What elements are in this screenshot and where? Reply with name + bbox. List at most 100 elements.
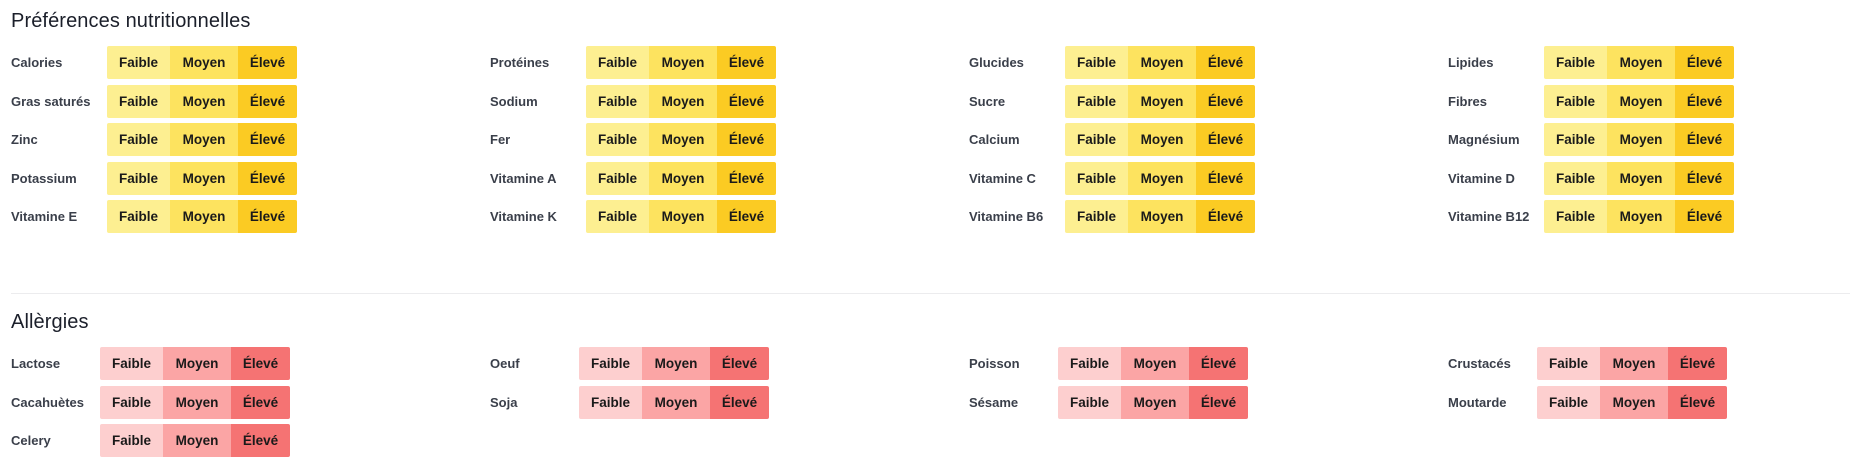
level-low-button[interactable]: Faible xyxy=(107,84,170,118)
level-high-button[interactable]: Élevé xyxy=(1196,200,1255,233)
level-high-button[interactable]: Élevé xyxy=(1196,123,1255,156)
level-low-button[interactable]: Faible xyxy=(100,347,163,380)
level-medium-button[interactable]: Moyen xyxy=(1128,161,1196,195)
level-medium-button[interactable]: Moyen xyxy=(1121,385,1189,419)
level-low-button[interactable]: Faible xyxy=(579,347,642,380)
level-low-button[interactable]: Faible xyxy=(586,123,649,156)
level-low-button[interactable]: Faible xyxy=(1065,84,1128,118)
level-medium-button[interactable]: Moyen xyxy=(170,200,238,233)
level-low-button[interactable]: Faible xyxy=(1544,123,1607,156)
level-medium-button[interactable]: Moyen xyxy=(170,161,238,195)
level-low-button[interactable]: Faible xyxy=(107,200,170,233)
level-medium-button[interactable]: Moyen xyxy=(163,424,231,457)
level-low-button[interactable]: Faible xyxy=(107,161,170,195)
allergen-item-cacahuetes: Cacahuètes Faible Moyen Élevé xyxy=(11,385,490,419)
level-medium-button[interactable]: Moyen xyxy=(642,385,710,419)
level-medium-button[interactable]: Moyen xyxy=(1600,347,1668,380)
level-medium-button[interactable]: Moyen xyxy=(1128,46,1196,79)
level-low-button[interactable]: Faible xyxy=(579,385,642,419)
level-medium-button[interactable]: Moyen xyxy=(1607,84,1675,118)
level-low-button[interactable]: Faible xyxy=(1065,161,1128,195)
level-medium-button[interactable]: Moyen xyxy=(170,84,238,118)
level-high-button[interactable]: Élevé xyxy=(1675,200,1734,233)
level-high-button[interactable]: Élevé xyxy=(1189,385,1248,419)
level-high-button[interactable]: Élevé xyxy=(717,200,776,233)
level-high-button[interactable]: Élevé xyxy=(1675,123,1734,156)
level-high-button[interactable]: Élevé xyxy=(717,46,776,79)
level-medium-button[interactable]: Moyen xyxy=(649,84,717,118)
level-medium-button[interactable]: Moyen xyxy=(163,385,231,419)
level-high-button[interactable]: Élevé xyxy=(238,46,297,79)
nutrient-item-sodium: Sodium Faible Moyen Élevé xyxy=(490,84,969,118)
level-low-button[interactable]: Faible xyxy=(1537,385,1600,419)
level-low-button[interactable]: Faible xyxy=(100,424,163,457)
level-low-button[interactable]: Faible xyxy=(107,123,170,156)
level-medium-button[interactable]: Moyen xyxy=(170,123,238,156)
level-low-button[interactable]: Faible xyxy=(1065,46,1128,79)
level-low-button[interactable]: Faible xyxy=(1544,161,1607,195)
level-medium-button[interactable]: Moyen xyxy=(1121,347,1189,380)
nutrient-item-glucides: Glucides Faible Moyen Élevé xyxy=(969,46,1448,79)
nutrient-item-vitamine-b12: Vitamine B12 Faible Moyen Élevé xyxy=(1448,200,1828,233)
level-high-button[interactable]: Élevé xyxy=(238,200,297,233)
level-high-button[interactable]: Élevé xyxy=(717,123,776,156)
level-medium-button[interactable]: Moyen xyxy=(1607,161,1675,195)
level-low-button[interactable]: Faible xyxy=(1065,123,1128,156)
level-high-button[interactable]: Élevé xyxy=(231,424,290,457)
level-high-button[interactable]: Élevé xyxy=(1196,161,1255,195)
level-low-button[interactable]: Faible xyxy=(586,200,649,233)
level-low-button[interactable]: Faible xyxy=(1544,84,1607,118)
level-medium-button[interactable]: Moyen xyxy=(1607,46,1675,79)
level-low-button[interactable]: Faible xyxy=(1544,46,1607,79)
level-low-button[interactable]: Faible xyxy=(586,46,649,79)
nutrient-item-label: Vitamine B12 xyxy=(1448,209,1530,224)
nutrient-item-fibres: Fibres Faible Moyen Élevé xyxy=(1448,84,1828,118)
level-medium-button[interactable]: Moyen xyxy=(163,347,231,380)
level-high-button[interactable]: Élevé xyxy=(238,161,297,195)
nutrient-item-label: Protéines xyxy=(490,55,550,70)
level-low-button[interactable]: Faible xyxy=(1544,200,1607,233)
level-high-button[interactable]: Élevé xyxy=(710,385,769,419)
level-high-button[interactable]: Élevé xyxy=(1196,84,1255,118)
level-high-button[interactable]: Élevé xyxy=(1675,46,1734,79)
level-medium-button[interactable]: Moyen xyxy=(649,200,717,233)
level-high-button[interactable]: Élevé xyxy=(710,347,769,380)
level-selector: Faible Moyen Élevé xyxy=(100,347,290,380)
level-low-button[interactable]: Faible xyxy=(586,161,649,195)
level-medium-button[interactable]: Moyen xyxy=(1128,200,1196,233)
level-high-button[interactable]: Élevé xyxy=(717,161,776,195)
level-medium-button[interactable]: Moyen xyxy=(649,161,717,195)
level-high-button[interactable]: Élevé xyxy=(1668,385,1727,419)
allergies-section: Allèrgies Lactose Faible Moyen Élevé Oeuf Fai… xyxy=(11,309,1850,463)
nutrient-item-lipides: Lipides Faible Moyen Élevé xyxy=(1448,46,1828,79)
level-high-button[interactable]: Élevé xyxy=(1668,347,1727,380)
level-low-button[interactable]: Faible xyxy=(1065,200,1128,233)
level-low-button[interactable]: Faible xyxy=(1058,385,1121,419)
level-high-button[interactable]: Élevé xyxy=(238,84,297,118)
level-low-button[interactable]: Faible xyxy=(586,84,649,118)
allergies-section-title: Allèrgies xyxy=(11,311,89,333)
level-low-button[interactable]: Faible xyxy=(1058,347,1121,380)
level-medium-button[interactable]: Moyen xyxy=(649,123,717,156)
level-medium-button[interactable]: Moyen xyxy=(1607,123,1675,156)
level-high-button[interactable]: Élevé xyxy=(1189,347,1248,380)
level-medium-button[interactable]: Moyen xyxy=(1600,385,1668,419)
nutrient-item-label: Vitamine B6 xyxy=(969,209,1044,224)
level-low-button[interactable]: Faible xyxy=(107,46,170,79)
level-high-button[interactable]: Élevé xyxy=(238,123,297,156)
level-medium-button[interactable]: Moyen xyxy=(170,46,238,79)
level-medium-button[interactable]: Moyen xyxy=(1128,123,1196,156)
level-high-button[interactable]: Élevé xyxy=(1675,84,1734,118)
level-medium-button[interactable]: Moyen xyxy=(1128,84,1196,118)
level-high-button[interactable]: Élevé xyxy=(1196,46,1255,79)
level-high-button[interactable]: Élevé xyxy=(717,84,776,118)
level-medium-button[interactable]: Moyen xyxy=(1607,200,1675,233)
level-low-button[interactable]: Faible xyxy=(1537,347,1600,380)
level-medium-button[interactable]: Moyen xyxy=(642,347,710,380)
level-high-button[interactable]: Élevé xyxy=(231,347,290,380)
level-low-button[interactable]: Faible xyxy=(100,385,163,419)
level-high-button[interactable]: Élevé xyxy=(231,385,290,419)
nutrient-item-zinc: Zinc Faible Moyen Élevé xyxy=(11,123,490,156)
level-medium-button[interactable]: Moyen xyxy=(649,46,717,79)
level-high-button[interactable]: Élevé xyxy=(1675,161,1734,195)
